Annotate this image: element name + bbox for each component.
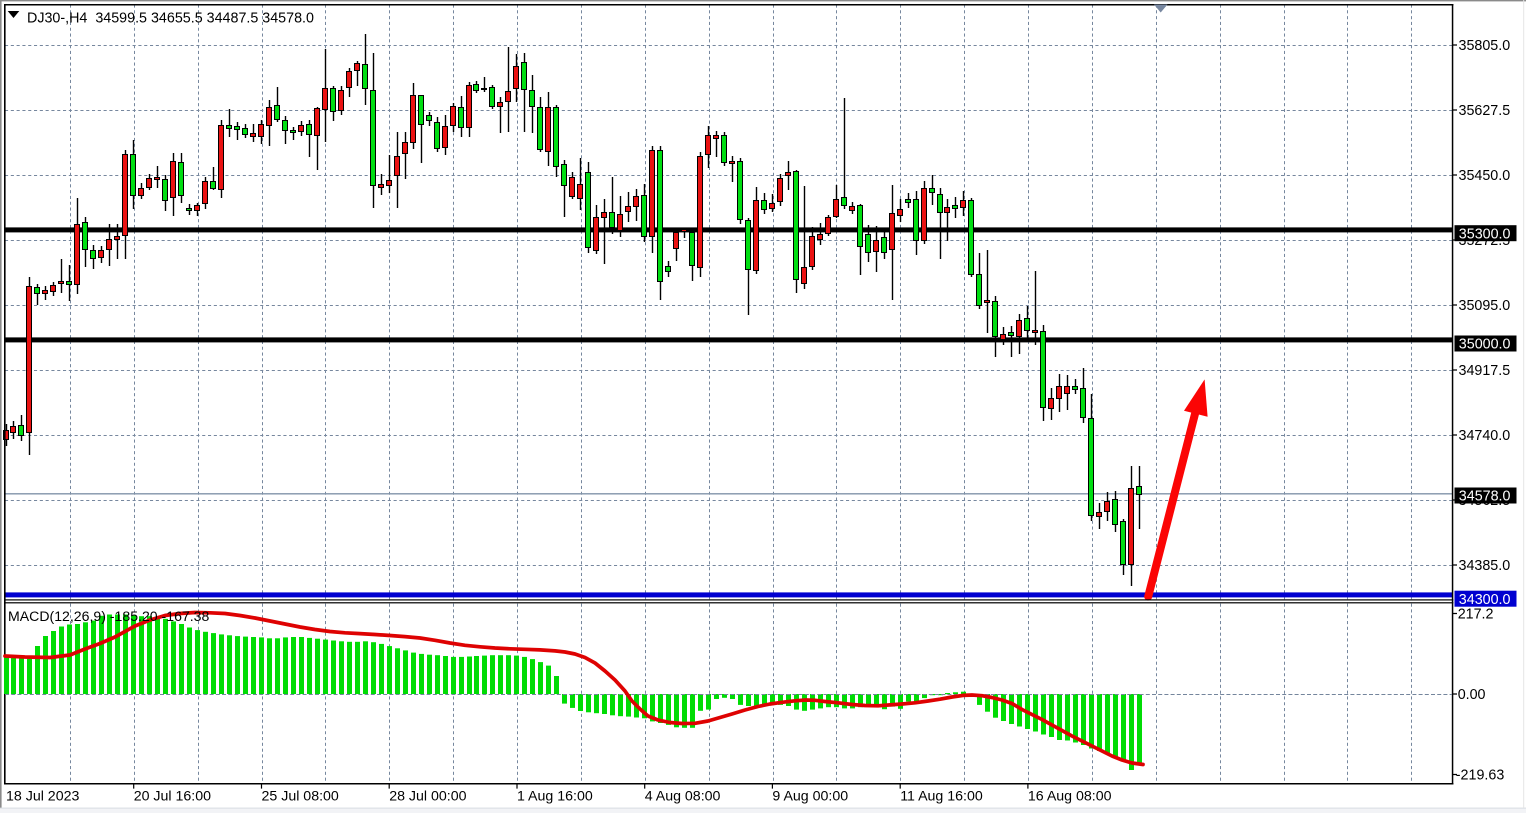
svg-text:35095.0: 35095.0 (1459, 298, 1511, 314)
svg-text:1 Aug 16:00: 1 Aug 16:00 (517, 789, 593, 805)
svg-text:35450.0: 35450.0 (1459, 168, 1511, 184)
svg-text:11 Aug 16:00: 11 Aug 16:00 (900, 789, 983, 805)
svg-text:34385.0: 34385.0 (1459, 558, 1511, 574)
svg-text:-219.63: -219.63 (1456, 768, 1505, 784)
svg-text:34300.0: 34300.0 (1459, 592, 1511, 608)
svg-text:18 Jul 2023: 18 Jul 2023 (6, 789, 79, 805)
svg-text:25 Jul 08:00: 25 Jul 08:00 (262, 789, 339, 805)
svg-text:35000.0: 35000.0 (1459, 337, 1511, 353)
svg-text:217.2: 217.2 (1458, 607, 1494, 623)
svg-text:4 Aug 08:00: 4 Aug 08:00 (645, 789, 721, 805)
svg-text:MACD(12,26,9) -185.20 -167.38: MACD(12,26,9) -185.20 -167.38 (8, 608, 210, 624)
svg-text:DJ30-,H4 34599.5 34655.5 3448: DJ30-,H4 34599.5 34655.5 34487.5 34578.0 (27, 11, 314, 27)
svg-text:0.00: 0.00 (1458, 687, 1486, 703)
svg-text:35300.0: 35300.0 (1459, 226, 1511, 242)
svg-text:35805.0: 35805.0 (1459, 38, 1511, 54)
svg-text:9 Aug 00:00: 9 Aug 00:00 (772, 789, 848, 805)
svg-text:34917.5: 34917.5 (1459, 363, 1511, 379)
svg-text:20 Jul 16:00: 20 Jul 16:00 (134, 789, 211, 805)
svg-text:34578.0: 34578.0 (1459, 489, 1511, 505)
svg-text:35627.5: 35627.5 (1459, 103, 1511, 119)
svg-text:34740.0: 34740.0 (1459, 428, 1511, 444)
svg-text:16 Aug 08:00: 16 Aug 08:00 (1028, 789, 1112, 805)
svg-text:28 Jul 00:00: 28 Jul 00:00 (389, 789, 466, 805)
